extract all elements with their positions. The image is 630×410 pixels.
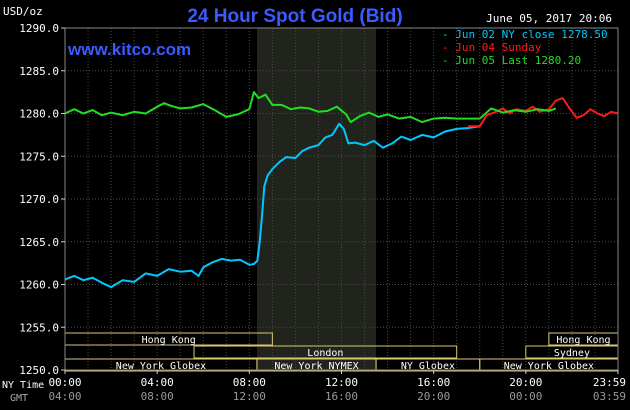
x-tick-label-ny: 16:00: [417, 376, 450, 389]
y-tick-label: 1250.0: [19, 364, 59, 377]
session-label: London: [307, 348, 343, 359]
watermark: www.kitco.com: [67, 40, 191, 59]
x-tick-label-ny: 20:00: [509, 376, 542, 389]
x-tick-label-gmt: 20:00: [417, 390, 450, 403]
y-tick-label: 1260.0: [19, 279, 59, 292]
y-tick-label: 1270.0: [19, 193, 59, 206]
y-tick-label: 1255.0: [19, 321, 59, 334]
series-lines: [64, 91, 619, 289]
x-tick-label-ny: 12:00: [325, 376, 358, 389]
x-tick-label-ny: 08:00: [233, 376, 266, 389]
trading-session-bars: Hong Kong London New York Globex New York N…: [64, 332, 619, 372]
x-tick-label-ny: 23:59: [593, 376, 626, 389]
chart-title: 24 Hour Spot Gold (Bid): [187, 6, 402, 27]
session-label: New York Globex: [504, 361, 594, 372]
x-tick-label-gmt: 08:00: [141, 390, 174, 403]
y-tick-label: 1265.0: [19, 236, 59, 249]
y-tick-label: 1275.0: [19, 150, 59, 163]
axes: 1290.0 1285.0 1280.0 1275.0 1270.0 1265.0 1260…: [19, 22, 626, 403]
session-label: New York NYMEX: [274, 361, 358, 372]
timestamp: June 05, 2017 20:06: [486, 12, 612, 25]
y-tick-label: 1290.0: [19, 22, 59, 35]
x-tick-label-gmt: 03:59: [593, 390, 626, 403]
x-tick-label-gmt: 12:00: [233, 390, 266, 403]
grid: [64, 27, 619, 371]
legend-entry: - Jun 02 NY close 1278.50: [442, 28, 608, 41]
y-axis-label: USD/oz: [3, 5, 43, 18]
x-tick-label-ny: 00:00: [48, 376, 81, 389]
y-tick-label: 1280.0: [19, 108, 59, 121]
session-label: Sydney: [554, 348, 590, 359]
x-tick-label-ny: 04:00: [141, 376, 174, 389]
session-label: Hong Kong: [556, 335, 610, 346]
session-label: NY Globex: [401, 361, 455, 372]
x-tick-label-gmt: 00:00: [509, 390, 542, 403]
legend-entry: - Jun 04 Sunday: [442, 41, 542, 54]
legend: - Jun 02 NY close 1278.50- Jun 04 Sunday…: [442, 28, 608, 67]
nymex-session-shading: [256, 28, 377, 370]
session-bar: [193, 345, 458, 359]
series-jun02-line: [64, 122, 480, 289]
ny-time-label: NY Time: [2, 380, 44, 391]
shaded-session-band: [256, 28, 377, 370]
legend-entry: - Jun 05 Last 1280.20: [442, 54, 581, 67]
series-jun05-line: [64, 91, 557, 124]
x-tick-label-gmt: 16:00: [325, 390, 358, 403]
gmt-label: GMT: [10, 393, 28, 404]
x-tick-label-gmt: 04:00: [48, 390, 81, 403]
session-label: New York Globex: [116, 361, 206, 372]
session-label: Hong Kong: [142, 335, 196, 346]
y-tick-label: 1285.0: [19, 65, 59, 78]
